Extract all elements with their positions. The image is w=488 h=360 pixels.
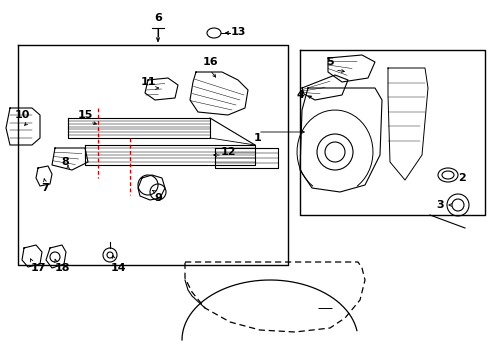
Text: 3: 3: [435, 200, 443, 210]
Text: 14: 14: [110, 263, 125, 273]
Text: 16: 16: [202, 57, 217, 67]
Text: 17: 17: [30, 263, 46, 273]
Text: 1: 1: [254, 133, 262, 143]
Text: 2: 2: [457, 173, 465, 183]
Text: 15: 15: [77, 110, 93, 120]
Text: 7: 7: [41, 183, 49, 193]
Text: 4: 4: [295, 90, 304, 100]
Text: 5: 5: [325, 57, 333, 67]
Text: 8: 8: [61, 157, 69, 167]
Text: 18: 18: [54, 263, 70, 273]
Text: 11: 11: [140, 77, 156, 87]
Text: 6: 6: [154, 13, 162, 23]
Text: 12: 12: [220, 147, 235, 157]
Text: 9: 9: [154, 193, 162, 203]
Text: 10: 10: [14, 110, 30, 120]
Text: 13: 13: [230, 27, 245, 37]
